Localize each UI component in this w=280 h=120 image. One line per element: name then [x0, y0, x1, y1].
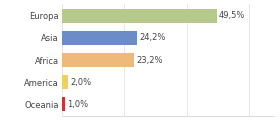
Bar [62, 31, 137, 45]
Bar [62, 9, 216, 23]
Text: 49,5%: 49,5% [219, 11, 245, 20]
Text: 24,2%: 24,2% [140, 33, 166, 42]
Bar [62, 97, 65, 111]
Bar [62, 53, 134, 67]
Bar [62, 75, 68, 89]
Text: 2,0%: 2,0% [70, 78, 92, 87]
Text: 1,0%: 1,0% [67, 100, 88, 109]
Text: 23,2%: 23,2% [137, 55, 163, 65]
